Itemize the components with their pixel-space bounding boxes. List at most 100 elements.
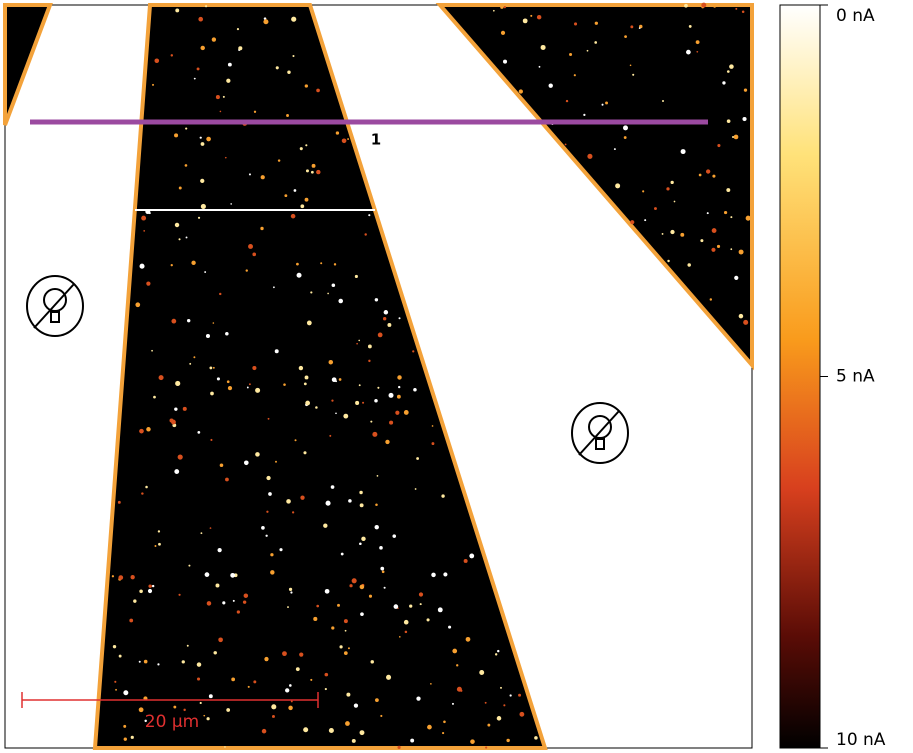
particle	[294, 439, 297, 442]
particle	[175, 8, 180, 13]
particle	[738, 313, 744, 319]
particle	[623, 136, 627, 139]
particle	[389, 420, 394, 425]
particle	[470, 739, 475, 744]
particle	[261, 526, 265, 530]
particle	[291, 16, 297, 22]
particle	[448, 625, 452, 629]
particle	[430, 683, 432, 685]
dark-region	[435, 3, 754, 371]
particle	[730, 248, 733, 251]
particle	[118, 654, 122, 658]
particle	[118, 575, 124, 580]
particle	[138, 660, 141, 663]
particle	[324, 588, 330, 594]
particle	[548, 83, 553, 88]
particle	[143, 230, 146, 232]
particle	[316, 604, 320, 608]
particle	[364, 233, 367, 236]
particle	[701, 2, 707, 8]
particle	[732, 136, 735, 139]
particle	[225, 331, 229, 336]
particle	[630, 220, 635, 225]
particle	[730, 216, 733, 219]
particle	[243, 593, 249, 598]
particle	[139, 263, 145, 269]
particle	[741, 10, 745, 14]
particle	[500, 30, 506, 35]
particle	[283, 383, 286, 386]
particle	[141, 492, 144, 495]
particle	[666, 187, 670, 191]
particle	[288, 587, 293, 591]
particle	[320, 262, 323, 265]
particle	[723, 210, 728, 215]
particle	[130, 575, 135, 580]
particle	[209, 366, 213, 370]
particle	[368, 214, 371, 217]
particle	[465, 636, 471, 642]
particle	[329, 434, 332, 437]
particle	[359, 503, 364, 508]
particle	[375, 698, 379, 702]
particle	[398, 317, 401, 320]
particle	[296, 272, 302, 278]
particle	[200, 142, 205, 146]
particle	[410, 738, 415, 743]
particle	[716, 244, 721, 249]
particle	[196, 677, 201, 681]
particle	[519, 711, 525, 717]
particle	[316, 88, 320, 93]
particle	[745, 215, 751, 221]
particle	[182, 406, 187, 411]
particle	[188, 564, 191, 567]
particle	[111, 575, 115, 578]
particle	[538, 65, 541, 68]
particle	[569, 53, 573, 57]
particle	[212, 322, 215, 324]
particle	[230, 203, 232, 205]
particle	[197, 431, 201, 434]
particle	[129, 618, 134, 623]
particle	[738, 249, 744, 255]
particle	[141, 215, 147, 221]
particle	[487, 723, 491, 727]
particle	[418, 592, 424, 597]
particle	[226, 380, 230, 384]
particle	[219, 110, 222, 113]
particle	[359, 490, 363, 495]
particle	[496, 716, 502, 721]
particle	[712, 174, 716, 178]
particle	[290, 591, 293, 594]
particle	[143, 659, 148, 664]
particle	[375, 503, 378, 507]
colorbar-ticks: 0 nA 5 nA 10 nA	[820, 4, 886, 750]
particle	[189, 362, 192, 365]
particle	[154, 58, 160, 64]
particle	[335, 412, 337, 415]
particle	[123, 737, 127, 741]
particle	[205, 333, 210, 339]
particle	[300, 204, 305, 209]
particle	[282, 651, 287, 657]
particle	[456, 664, 459, 667]
particle	[680, 232, 685, 237]
particle	[638, 27, 641, 30]
particle	[742, 116, 747, 122]
particle	[193, 356, 196, 359]
particle	[306, 320, 312, 326]
particle	[271, 704, 277, 710]
particle	[270, 570, 275, 575]
particle	[215, 95, 220, 100]
particle	[171, 419, 176, 425]
particle	[146, 427, 151, 432]
particle	[291, 511, 295, 514]
particle	[130, 735, 134, 739]
particle	[360, 612, 364, 616]
particle	[148, 584, 152, 588]
particle	[206, 136, 211, 142]
particle	[139, 428, 144, 434]
particle	[661, 233, 664, 235]
particle	[733, 134, 739, 140]
particle	[236, 28, 240, 31]
